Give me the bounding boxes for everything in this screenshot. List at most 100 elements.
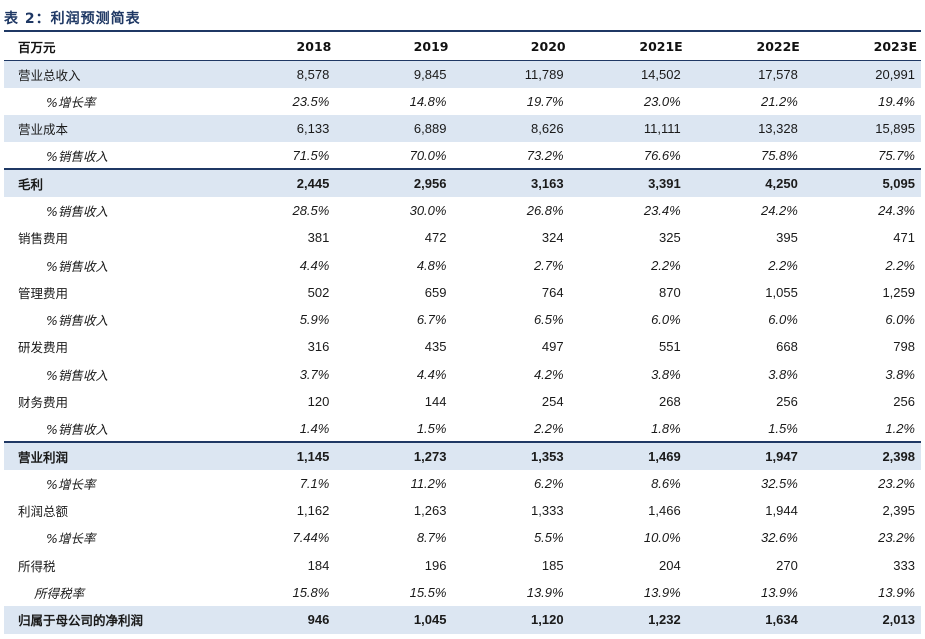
table-row: %销售收入 5.9% 6.7% 6.5% 6.0% 6.0% 6.0% xyxy=(4,306,921,333)
cell-value: 1,120 xyxy=(452,606,569,633)
row-label: %增长率 xyxy=(4,88,218,115)
cell-value: 3,391 xyxy=(570,169,687,196)
cell-value: 19.4% xyxy=(804,88,921,115)
cell-value: 15,895 xyxy=(804,115,921,142)
cell-value: 23.0% xyxy=(570,88,687,115)
cell-value: 5.9% xyxy=(218,306,335,333)
cell-value: 5,095 xyxy=(804,169,921,196)
table-row: %销售收入 28.5% 30.0% 26.8% 23.4% 24.2% 24.3% xyxy=(4,197,921,224)
cell-value: 8,578 xyxy=(218,60,335,87)
cell-value: 26.8% xyxy=(452,197,569,224)
cell-value: 270 xyxy=(687,552,804,579)
row-label: 所得税 xyxy=(4,552,218,579)
row-label: 销售费用 xyxy=(4,224,218,251)
table-row: 营业成本 6,133 6,889 8,626 11,111 13,328 15,895 xyxy=(4,115,921,142)
cell-value: 551 xyxy=(570,333,687,360)
row-label: %销售收入 xyxy=(4,251,218,278)
cell-value: 659 xyxy=(335,279,452,306)
cell-value: 30.0% xyxy=(335,197,452,224)
cell-value: 325 xyxy=(570,224,687,251)
cell-value: 1,947 xyxy=(687,442,804,469)
cell-value: 11.2% xyxy=(335,470,452,497)
cell-value: 256 xyxy=(687,388,804,415)
cell-value: 3.8% xyxy=(687,361,804,388)
cell-value: 1,162 xyxy=(218,497,335,524)
cell-value: 1,045 xyxy=(335,606,452,633)
table-row: 财务费用 120 144 254 268 256 256 xyxy=(4,388,921,415)
cell-value: 73.2% xyxy=(452,142,569,169)
year-header: 2018 xyxy=(218,33,335,60)
cell-value: 13.9% xyxy=(804,579,921,606)
cell-value: 2,445 xyxy=(218,169,335,196)
cell-value: 2.2% xyxy=(452,415,569,442)
table-row: 所得税率 15.8% 15.5% 13.9% 13.9% 13.9% 13.9% xyxy=(4,579,921,606)
cell-value: 24.2% xyxy=(687,197,804,224)
table-row: %销售收入 71.5% 70.0% 73.2% 76.6% 75.8% 75.7% xyxy=(4,142,921,169)
row-label: 财务费用 xyxy=(4,388,218,415)
cell-value: 395 xyxy=(687,224,804,251)
cell-value: 6.0% xyxy=(570,306,687,333)
cell-value: 502 xyxy=(218,279,335,306)
cell-value: 2.2% xyxy=(570,251,687,278)
cell-value: 254 xyxy=(452,388,569,415)
cell-value: 3.8% xyxy=(570,361,687,388)
cell-value: 3,163 xyxy=(452,169,569,196)
cell-value: 14.8% xyxy=(335,88,452,115)
cell-value: 185 xyxy=(452,552,569,579)
row-label: 营业成本 xyxy=(4,115,218,142)
row-label: %销售收入 xyxy=(4,361,218,388)
year-header: 2023E xyxy=(804,33,921,60)
table-row: %增长率 7.44% 8.7% 5.5% 10.0% 32.6% 23.2% xyxy=(4,524,921,551)
cell-value: 1,259 xyxy=(804,279,921,306)
cell-value: 15.8% xyxy=(218,579,335,606)
row-label: 管理费用 xyxy=(4,279,218,306)
row-label: 营业总收入 xyxy=(4,60,218,87)
cell-value: 1,944 xyxy=(687,497,804,524)
cell-value: 10.0% xyxy=(570,524,687,551)
cell-value: 75.8% xyxy=(687,142,804,169)
cell-value: 4.8% xyxy=(335,251,452,278)
cell-value: 6.0% xyxy=(687,306,804,333)
cell-value: 23.4% xyxy=(570,197,687,224)
cell-value: 23.2% xyxy=(804,524,921,551)
row-label: 营业利润 xyxy=(4,442,218,469)
cell-value: 2,956 xyxy=(335,169,452,196)
cell-value: 6,133 xyxy=(218,115,335,142)
cell-value: 7.44% xyxy=(218,524,335,551)
table-row: %增长率 7.1% 11.2% 6.2% 8.6% 32.5% 23.2% xyxy=(4,470,921,497)
cell-value: 472 xyxy=(335,224,452,251)
cell-value: 1.2% xyxy=(804,415,921,442)
cell-value: 32.5% xyxy=(687,470,804,497)
cell-value: 764 xyxy=(452,279,569,306)
row-label: %销售收入 xyxy=(4,415,218,442)
row-label: 归属于母公司的净利润 xyxy=(4,606,218,633)
row-label: 研发费用 xyxy=(4,333,218,360)
table-row: 管理费用 502 659 764 870 1,055 1,259 xyxy=(4,279,921,306)
cell-value: 8.6% xyxy=(570,470,687,497)
cell-value: 75.7% xyxy=(804,142,921,169)
cell-value: 23.5% xyxy=(218,88,335,115)
table-row: 所得税 184 196 185 204 270 333 xyxy=(4,552,921,579)
table-row: %销售收入 4.4% 4.8% 2.7% 2.2% 2.2% 2.2% xyxy=(4,251,921,278)
cell-value: 4.2% xyxy=(452,361,569,388)
cell-value: 204 xyxy=(570,552,687,579)
cell-value: 4,250 xyxy=(687,169,804,196)
cell-value: 1,353 xyxy=(452,442,569,469)
cell-value: 184 xyxy=(218,552,335,579)
cell-value: 1,333 xyxy=(452,497,569,524)
table-caption: 表 2：利润预测简表 xyxy=(4,8,141,28)
cell-value: 13,328 xyxy=(687,115,804,142)
cell-value: 6.7% xyxy=(335,306,452,333)
cell-value: 946 xyxy=(218,606,335,633)
cell-value: 13.9% xyxy=(570,579,687,606)
cell-value: 120 xyxy=(218,388,335,415)
cell-value: 435 xyxy=(335,333,452,360)
header-row: 百万元 2018 2019 2020 2021E 2022E 2023E xyxy=(4,33,921,60)
cell-value: 2,013 xyxy=(804,606,921,633)
row-label: %销售收入 xyxy=(4,197,218,224)
cell-value: 11,789 xyxy=(452,60,569,87)
row-label: 所得税率 xyxy=(4,579,218,606)
cell-value: 870 xyxy=(570,279,687,306)
table-row: %销售收入 3.7% 4.4% 4.2% 3.8% 3.8% 3.8% xyxy=(4,361,921,388)
cell-value: 1.5% xyxy=(335,415,452,442)
